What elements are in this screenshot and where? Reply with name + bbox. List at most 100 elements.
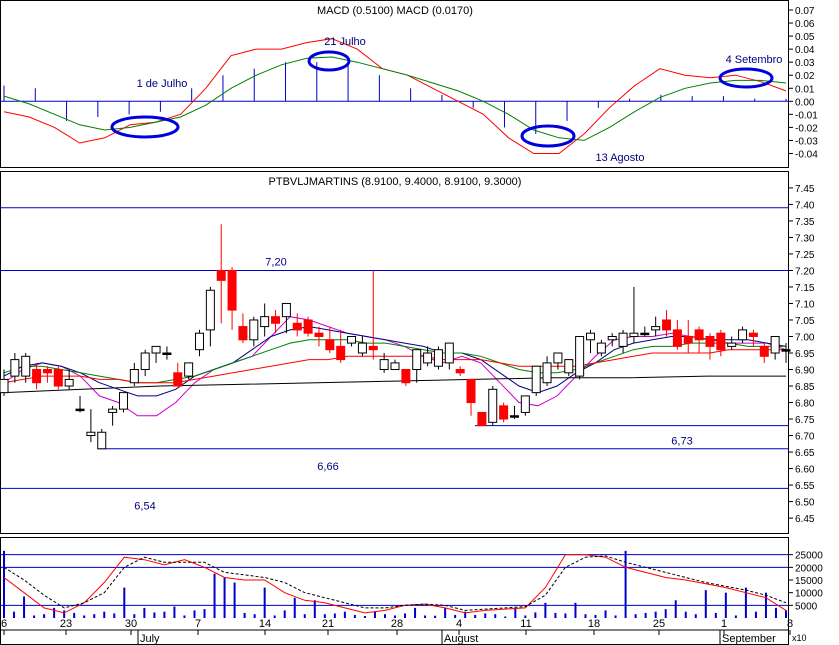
candle-body: [64, 378, 74, 387]
candle-body: [629, 332, 639, 337]
candle-body: [0, 378, 9, 394]
x-axis-tick-label: 18: [588, 618, 600, 630]
candle-body: [336, 345, 346, 361]
price-axis-tick-label: 7.40: [795, 200, 815, 211]
x-axis-tick-label: 7: [195, 618, 201, 630]
price-axis-tick-label: 6.85: [795, 382, 815, 393]
volume-axis-tick-label: 5000: [795, 601, 818, 612]
macd-annotation-label: 1 de Julho: [137, 78, 188, 90]
candle-body: [542, 362, 552, 384]
x-axis-tick-label: 4: [456, 618, 462, 630]
candle-body: [195, 332, 204, 351]
candle-body: [281, 302, 291, 318]
macd-axis-tick-label: 0.03: [795, 58, 815, 69]
x-axis-tick-label: 21: [322, 618, 334, 630]
price-axis-tick-label: 7.20: [795, 266, 815, 277]
macd-axis-tick-label: 0.05: [795, 32, 815, 43]
macd-axis-tick-label: 0.07: [795, 6, 815, 17]
candle-body: [118, 392, 128, 410]
candle-body: [53, 369, 63, 387]
candle-body: [553, 352, 563, 364]
candle-body: [694, 329, 704, 341]
macd-signal-line: [3, 56, 787, 141]
price-axis-tick-label: 7.25: [795, 250, 815, 261]
macd-axis-tick-label: -0.03: [795, 136, 818, 147]
price-axis-tick-label: 7.15: [795, 283, 815, 294]
candle-body: [433, 349, 443, 367]
candle-body: [640, 332, 650, 336]
candle-body: [596, 342, 606, 354]
candle-body: [705, 335, 715, 347]
candle-body: [586, 332, 595, 341]
candle-body: [303, 319, 313, 334]
candle-body: [216, 269, 226, 281]
candle-body: [509, 415, 519, 418]
candle-body: [618, 332, 628, 347]
candle-body: [781, 349, 791, 352]
candle-body: [770, 335, 780, 354]
candle-body: [32, 369, 42, 384]
macd-annotation-label: 21 Julho: [324, 36, 366, 48]
x-axis-month-label: July: [140, 633, 160, 645]
candle-body: [108, 408, 118, 413]
price-level-label: 6,66: [317, 461, 338, 473]
candle-body: [129, 369, 139, 384]
candle-body: [325, 339, 335, 351]
macd-annotation-label: 4 Setembro: [726, 54, 783, 66]
price-axis-tick-label: 7.45: [795, 184, 815, 195]
price-axis-tick-label: 7.05: [795, 316, 815, 327]
candle-body: [607, 335, 617, 341]
macd-axis-tick-label: -0.02: [795, 123, 818, 134]
candle-body: [759, 345, 769, 357]
macd-panel-title: MACD (0.5100) MACD (0.0170): [317, 5, 473, 17]
candle-body: [368, 345, 378, 351]
macd-axis-tick-label: 0.02: [795, 71, 815, 82]
volume-axis-tick-label: 20000: [795, 563, 823, 574]
macd-axis-tick-label: 0.00: [795, 97, 815, 108]
macd-annotation-label: 13 Agosto: [596, 152, 645, 164]
candle-body: [488, 388, 498, 423]
ma-blue: [3, 326, 787, 397]
candle-body: [357, 342, 367, 354]
x-axis-month-label: August: [444, 633, 478, 645]
candle-body: [401, 369, 411, 384]
candle-body: [238, 326, 248, 341]
candle-body: [271, 316, 281, 324]
price-layer: 7.45 7.40 7.35 7.30 7.25 7.20 7.15 7.10 7.05 7.00…: [0, 184, 815, 525]
macd-axis-tick-label: 0.01: [795, 84, 815, 95]
price-axis-tick-label: 6.70: [795, 432, 815, 443]
macd-axis-tick-label: 0.06: [795, 19, 815, 30]
price-level-label: 6,54: [134, 500, 155, 512]
price-axis-tick-label: 6.65: [795, 448, 815, 459]
candle-body: [748, 332, 758, 337]
x-axis-tick-label: 6: [1, 618, 7, 630]
x-axis-tick-label: 30: [125, 618, 137, 630]
candle-body: [651, 326, 661, 331]
price-axis-tick-label: 6.90: [795, 366, 815, 377]
macd-annotation-ellipse: [307, 50, 351, 72]
macd-layer: 0.07 0.06 0.05 0.04 0.03 0.02 0.01 0.00 -0.01 -0.…: [0, 6, 818, 164]
macd-annotation-ellipse: [110, 115, 180, 139]
candle-body: [662, 319, 672, 331]
x-axis-tick-label: 23: [60, 618, 72, 630]
candle-body: [42, 369, 52, 374]
candle-body: [423, 352, 433, 364]
price-axis-tick-label: 6.60: [795, 465, 815, 476]
candle-body: [86, 431, 96, 437]
x-axis-tick-label: 28: [391, 618, 403, 630]
x-axis-tick-label: 11: [520, 618, 531, 630]
price-level-label: 7,20: [265, 256, 286, 268]
volume-average-line: [3, 554, 787, 614]
x-axis-month-label: September: [722, 633, 776, 645]
candle-body: [575, 335, 585, 377]
volume-axis-tick-label: 15000: [795, 576, 823, 587]
candle-body: [314, 332, 324, 337]
macd-annotation-ellipse: [718, 67, 774, 89]
macd-panel-frame: [0, 0, 789, 168]
candle-body: [683, 335, 693, 344]
candle-body: [444, 342, 454, 364]
